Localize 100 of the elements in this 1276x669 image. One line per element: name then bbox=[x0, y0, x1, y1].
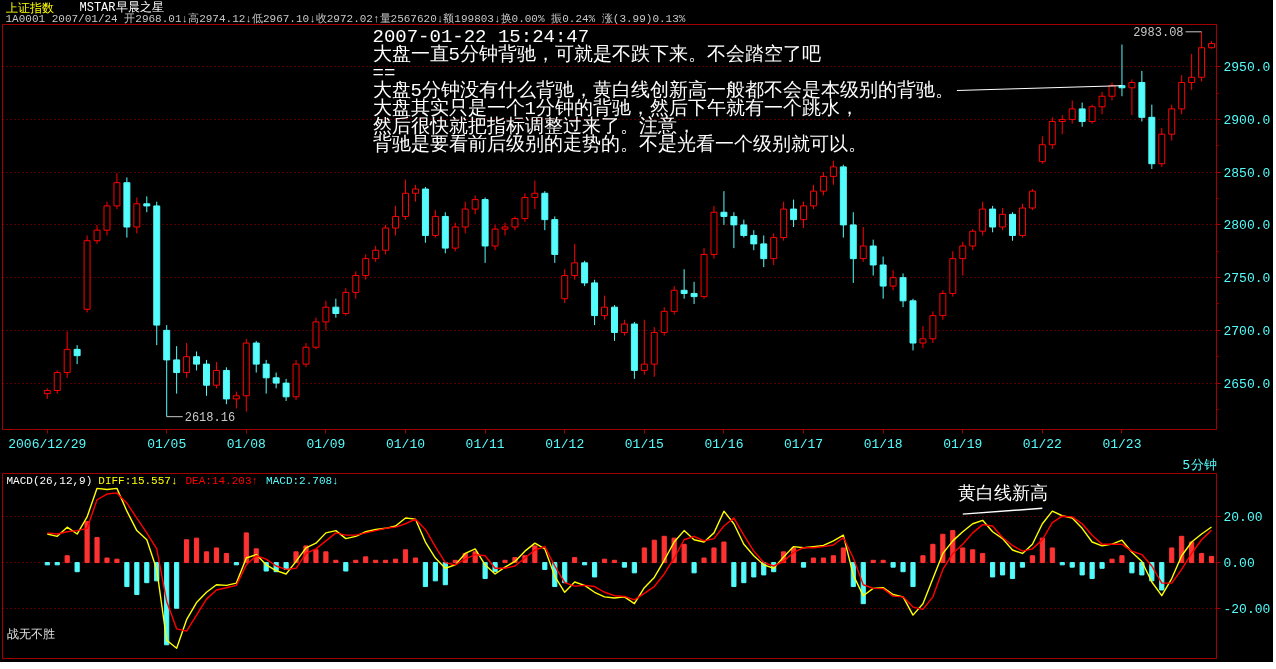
candlestick bbox=[203, 359, 210, 397]
bar bbox=[1049, 547, 1055, 564]
y-tick-label: 2750.0 bbox=[1223, 271, 1271, 287]
candlestick bbox=[272, 372, 280, 389]
bar bbox=[283, 562, 289, 570]
bar bbox=[651, 539, 657, 564]
candlestick bbox=[1128, 78, 1136, 116]
candlestick bbox=[959, 241, 967, 277]
candlestick bbox=[660, 306, 668, 337]
candlestick bbox=[183, 342, 191, 379]
x-tick-label: 01/10 bbox=[386, 436, 426, 452]
bar bbox=[184, 539, 190, 564]
x-tick-label: 01/19 bbox=[943, 436, 983, 452]
x-tick-label: 01/09 bbox=[306, 436, 346, 452]
bar bbox=[144, 562, 150, 584]
bar bbox=[233, 562, 239, 566]
bar bbox=[820, 557, 827, 564]
bar bbox=[611, 559, 618, 564]
candlestick bbox=[561, 268, 569, 304]
candlestick bbox=[531, 180, 539, 210]
candlestick bbox=[1078, 102, 1086, 128]
candlestick bbox=[999, 207, 1007, 231]
annotation: 2983.08 bbox=[1133, 26, 1184, 41]
x-tick-label: 2006/12/29 bbox=[8, 436, 87, 452]
candlestick bbox=[402, 179, 409, 221]
candlestick bbox=[929, 310, 937, 344]
bar bbox=[343, 562, 349, 572]
candlestick bbox=[262, 359, 270, 395]
annotation: 2618.16 bbox=[184, 411, 236, 426]
x-tick-label: 01/08 bbox=[226, 436, 266, 452]
candlestick bbox=[770, 232, 778, 266]
candlestick bbox=[571, 243, 579, 281]
candlestick bbox=[491, 224, 499, 251]
bar bbox=[910, 562, 916, 588]
bar bbox=[1129, 562, 1135, 574]
candlestick bbox=[521, 192, 529, 223]
candlestick bbox=[461, 201, 469, 234]
candlestick bbox=[989, 205, 997, 233]
y-tick-label: 20.00 bbox=[1223, 510, 1263, 526]
bar bbox=[542, 562, 548, 570]
candlestick bbox=[392, 205, 400, 236]
bar bbox=[572, 557, 578, 564]
candlestick bbox=[670, 285, 678, 316]
bar bbox=[920, 555, 926, 564]
bar bbox=[1099, 562, 1105, 569]
text: MACD:2.708↓ bbox=[266, 474, 339, 487]
bar bbox=[363, 556, 369, 564]
candlestick bbox=[342, 287, 350, 317]
bar bbox=[591, 562, 598, 578]
candlestick bbox=[750, 229, 758, 251]
candlestick bbox=[889, 269, 897, 291]
candlestick bbox=[690, 281, 698, 305]
candlestick bbox=[760, 234, 768, 268]
bar bbox=[681, 543, 687, 564]
candlestick bbox=[1048, 116, 1056, 150]
candlestick bbox=[869, 239, 877, 277]
x-tick-label: 01/15 bbox=[624, 436, 664, 452]
candlestick bbox=[730, 211, 738, 249]
candlestick bbox=[1038, 135, 1046, 165]
candlestick bbox=[113, 172, 121, 210]
candlestick bbox=[431, 209, 439, 239]
bar bbox=[124, 562, 130, 588]
text: DEA:14.203↑ bbox=[185, 474, 259, 487]
candlestick bbox=[640, 319, 648, 376]
bar bbox=[1009, 562, 1016, 580]
candlestick bbox=[53, 369, 61, 395]
bar bbox=[1208, 555, 1215, 564]
candlestick bbox=[173, 345, 181, 395]
bar bbox=[54, 562, 60, 566]
candlestick bbox=[859, 226, 867, 263]
bar bbox=[1079, 562, 1085, 576]
x-tick-label: 01/12 bbox=[545, 436, 585, 452]
y-tick-label: 2800.0 bbox=[1223, 218, 1271, 234]
candlestick bbox=[1058, 114, 1066, 135]
bar bbox=[870, 559, 876, 564]
candlestick bbox=[601, 295, 609, 321]
bar bbox=[323, 551, 329, 564]
y-tick-label: 2700.0 bbox=[1223, 323, 1271, 339]
bar bbox=[1059, 562, 1065, 566]
bar bbox=[104, 557, 110, 564]
bar bbox=[631, 562, 637, 574]
bar bbox=[203, 551, 210, 564]
y-tick-label: -20.00 bbox=[1223, 601, 1271, 617]
candlestick bbox=[1088, 104, 1096, 125]
bar bbox=[243, 532, 249, 564]
candlestick bbox=[471, 194, 479, 215]
candlestick bbox=[919, 325, 927, 349]
x-tick-label: 01/17 bbox=[784, 436, 824, 452]
candlestick bbox=[1009, 211, 1016, 242]
bar bbox=[1198, 552, 1205, 564]
bar bbox=[193, 537, 200, 564]
candlestick bbox=[969, 228, 977, 251]
candlestick bbox=[800, 201, 808, 229]
x-axis-title: 5分钟 bbox=[1182, 456, 1217, 472]
bar bbox=[890, 562, 896, 568]
bar bbox=[1019, 562, 1026, 568]
bar bbox=[422, 562, 428, 588]
candlestick bbox=[1098, 91, 1106, 115]
bar bbox=[999, 562, 1006, 576]
candlestick bbox=[879, 256, 887, 300]
